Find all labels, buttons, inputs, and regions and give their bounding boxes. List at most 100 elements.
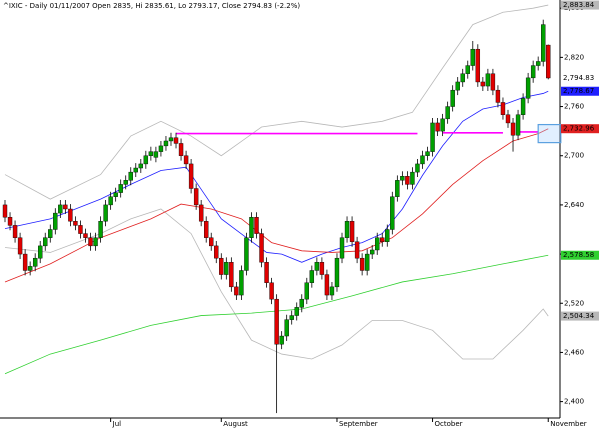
candle-body bbox=[264, 262, 269, 283]
candle-body bbox=[214, 245, 219, 259]
candle-body bbox=[515, 114, 521, 136]
candle-body bbox=[525, 77, 531, 99]
chart-title: ^IXIC - Daily 01/11/2007 Open 2835, Hi 2… bbox=[3, 2, 300, 10]
candle-body bbox=[309, 270, 315, 283]
candle-body bbox=[395, 180, 400, 197]
x-tick-label: October bbox=[435, 420, 463, 428]
candle-body bbox=[400, 176, 405, 181]
candle-body bbox=[349, 221, 355, 242]
candle-body bbox=[294, 307, 299, 316]
y-tick-label: 2,400 bbox=[564, 398, 584, 406]
candle-body bbox=[380, 237, 385, 242]
candle-body bbox=[274, 298, 279, 345]
candle-body bbox=[43, 237, 48, 247]
candle-body bbox=[375, 237, 380, 251]
candle-body bbox=[83, 233, 88, 238]
candle-body bbox=[500, 102, 506, 115]
last-value-label: 2,504.34 bbox=[563, 312, 595, 320]
candle-body bbox=[334, 257, 340, 288]
candle-body bbox=[520, 98, 526, 115]
last-value-label: 2,794.83 bbox=[563, 74, 594, 82]
candle-body bbox=[475, 48, 481, 83]
candle-body bbox=[219, 257, 224, 275]
candle-body bbox=[460, 73, 465, 83]
candle-body bbox=[450, 89, 455, 107]
candle-body bbox=[68, 208, 73, 222]
last-value-box bbox=[561, 86, 599, 96]
candle-body bbox=[229, 262, 234, 288]
candle-body bbox=[480, 81, 486, 87]
last-value-box bbox=[561, 73, 599, 83]
y-tick-label: 2,760 bbox=[564, 103, 584, 111]
candle-body bbox=[354, 241, 360, 259]
overlay-line bbox=[4, 208, 549, 360]
candle-body bbox=[304, 282, 309, 300]
candle-body bbox=[490, 73, 496, 91]
candle-body bbox=[364, 253, 370, 271]
candle-body bbox=[435, 122, 440, 132]
candle-body bbox=[254, 216, 259, 234]
y-tick-label: 2,820 bbox=[564, 53, 584, 61]
x-tick-label: August bbox=[223, 420, 248, 428]
candle-body bbox=[209, 237, 214, 247]
x-tick-label: November bbox=[550, 420, 587, 428]
candle-body bbox=[123, 180, 128, 185]
candle-body bbox=[420, 155, 425, 165]
candle-body bbox=[339, 237, 345, 259]
x-tick-label: September bbox=[339, 420, 378, 428]
candle-body bbox=[530, 65, 536, 79]
candle-body bbox=[324, 274, 330, 296]
candle-body bbox=[279, 335, 284, 345]
candle-body bbox=[138, 163, 144, 169]
candle-body bbox=[244, 237, 249, 271]
candle-body bbox=[440, 118, 445, 132]
last-value-label: 2,778.67 bbox=[563, 87, 594, 95]
candle-body bbox=[7, 216, 13, 226]
candle-body bbox=[173, 137, 179, 144]
candle-body bbox=[108, 196, 113, 206]
last-value-label: 2,578.58 bbox=[563, 251, 594, 259]
candle-body bbox=[153, 151, 159, 158]
candle-body bbox=[17, 237, 23, 255]
candle-body bbox=[319, 262, 325, 275]
last-value-box bbox=[561, 250, 599, 260]
candle-body bbox=[22, 253, 28, 271]
candle-body bbox=[12, 225, 18, 238]
candle-body bbox=[405, 176, 410, 185]
candle-body bbox=[48, 229, 53, 238]
candle-body bbox=[299, 298, 304, 308]
candle-body bbox=[98, 221, 103, 238]
candle-body bbox=[546, 44, 551, 79]
candle-body bbox=[239, 270, 244, 296]
candle-body bbox=[163, 140, 169, 147]
candle-body bbox=[168, 137, 174, 142]
candle-body bbox=[38, 245, 43, 259]
candle-body bbox=[88, 237, 93, 247]
candle-body bbox=[27, 266, 33, 271]
candle-body bbox=[249, 216, 254, 238]
candle-body bbox=[535, 61, 541, 66]
candle-body bbox=[541, 24, 546, 62]
candle-body bbox=[133, 167, 138, 173]
candle-body bbox=[183, 155, 189, 165]
candle-body bbox=[430, 122, 435, 152]
candle-body bbox=[344, 221, 350, 238]
candle-body bbox=[510, 122, 516, 136]
x-tick-label: Jul bbox=[112, 420, 122, 428]
highlight-box bbox=[537, 123, 562, 144]
candle-body bbox=[259, 233, 264, 263]
candle-body bbox=[198, 204, 204, 222]
last-value-box bbox=[561, 124, 599, 134]
candle-body bbox=[63, 204, 68, 210]
candle-body bbox=[224, 262, 229, 275]
candle-body bbox=[470, 48, 475, 66]
y-tick-label: 2,700 bbox=[564, 152, 584, 160]
candle-body bbox=[203, 221, 209, 238]
candle-body bbox=[369, 249, 375, 255]
candle-body bbox=[78, 225, 83, 234]
candle-body bbox=[73, 221, 78, 226]
candle-body bbox=[143, 155, 149, 165]
candle-body bbox=[359, 257, 365, 271]
